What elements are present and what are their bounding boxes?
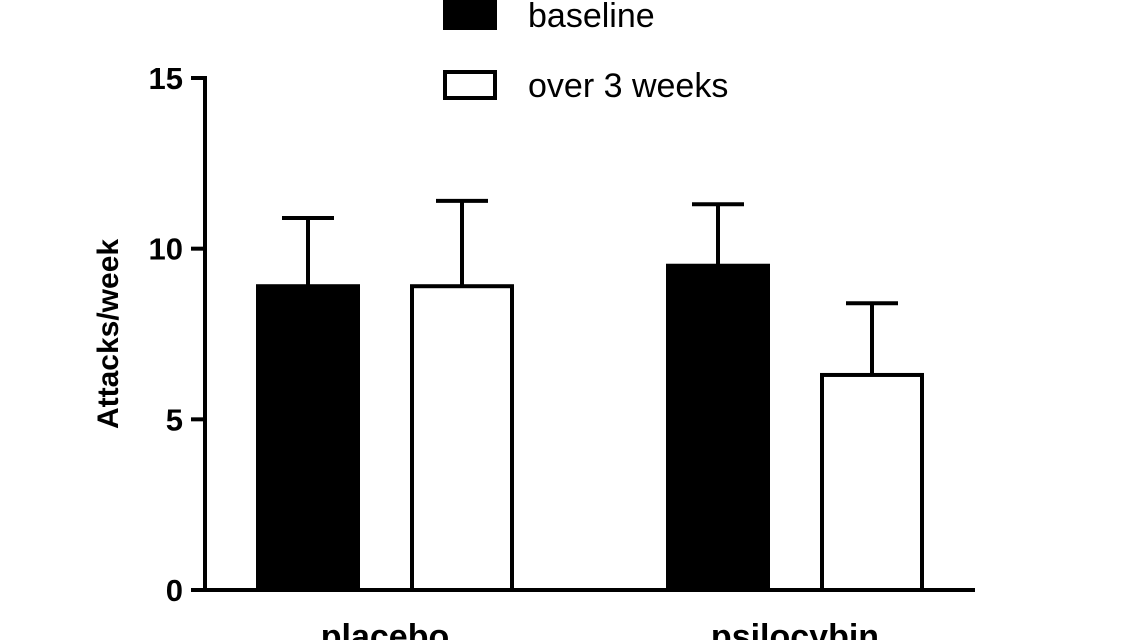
bar-placebo-0 [256,284,360,592]
y-tick-label: 10 [149,232,183,267]
y-axis-label: Attacks/week [92,239,125,429]
y-tick-label: 0 [166,573,183,608]
bar-placebo-1 [410,284,514,592]
legend-label: baseline [528,0,655,35]
y-tick-label: 5 [166,402,183,437]
legend-swatch [443,0,497,30]
y-tick-label: 15 [149,61,183,96]
x-tick-label: psilocybin [711,618,879,640]
legend-label: over 3 weeks [528,67,728,105]
bar-psilocybin-1 [820,372,924,592]
bar-psilocybin-0 [666,263,770,592]
legend-swatch [443,70,497,100]
x-tick-label: placebo [321,618,449,640]
